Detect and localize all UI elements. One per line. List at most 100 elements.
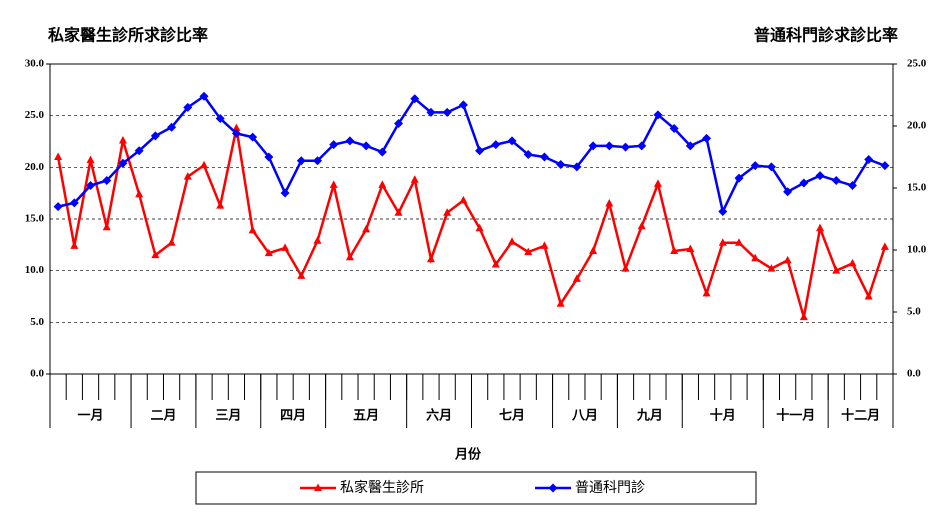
point <box>799 178 809 188</box>
point <box>410 94 420 104</box>
y-tick-label: 15.0 <box>25 213 45 225</box>
point <box>329 180 338 188</box>
point <box>102 176 112 186</box>
point <box>167 122 177 132</box>
point <box>150 131 160 141</box>
x-group-label: 十二月 <box>841 408 880 424</box>
point <box>167 238 176 246</box>
x-group-label: 五月 <box>353 409 379 424</box>
point <box>816 223 825 232</box>
point <box>669 123 679 133</box>
point <box>69 198 79 208</box>
y2-tick-label: 20.0 <box>907 120 927 132</box>
y-tick-label: 0.0 <box>30 368 44 380</box>
point <box>750 161 760 171</box>
point <box>329 140 339 150</box>
point <box>183 172 192 180</box>
point <box>394 119 404 129</box>
point <box>102 222 111 231</box>
y-tick-label: 30.0 <box>25 58 45 70</box>
point <box>231 128 241 138</box>
point <box>718 238 727 246</box>
point <box>86 155 95 164</box>
point <box>540 241 549 249</box>
point <box>410 175 419 183</box>
point <box>605 199 614 207</box>
point <box>264 152 274 162</box>
point <box>831 176 841 186</box>
y2-tick-label: 10.0 <box>907 244 927 256</box>
point <box>864 154 874 164</box>
point <box>459 195 468 204</box>
point <box>135 189 144 198</box>
point <box>734 238 743 246</box>
y2-tick-label: 0.0 <box>907 368 921 380</box>
point <box>491 140 501 150</box>
x-group-label: 七月 <box>499 409 525 424</box>
point <box>767 264 776 272</box>
point <box>199 91 209 101</box>
point <box>442 107 452 117</box>
y2-tick-label: 25.0 <box>907 58 927 70</box>
x-group-label: 九月 <box>636 409 663 424</box>
y-tick-label: 5.0 <box>30 316 44 328</box>
point <box>377 147 387 157</box>
point <box>86 181 96 191</box>
point <box>783 187 793 197</box>
point <box>556 299 565 307</box>
point <box>702 288 711 297</box>
point <box>572 274 581 282</box>
point <box>281 243 290 251</box>
point <box>799 312 808 321</box>
point <box>475 146 485 156</box>
point <box>548 483 558 493</box>
point <box>297 271 306 279</box>
point <box>426 254 435 263</box>
point <box>588 141 598 151</box>
point <box>362 224 371 233</box>
point <box>216 201 225 209</box>
point <box>54 152 63 160</box>
point <box>621 264 630 272</box>
point <box>394 208 403 216</box>
point <box>491 259 500 268</box>
point <box>783 255 792 264</box>
point <box>815 171 825 181</box>
x-group-label: 八月 <box>571 409 598 424</box>
point <box>118 158 128 168</box>
x-group-label: 六月 <box>426 408 452 424</box>
legend-label: 普通科門診 <box>575 480 645 496</box>
point <box>766 162 776 172</box>
point <box>248 225 257 234</box>
point <box>507 136 517 146</box>
y-tick-label: 10.0 <box>25 264 45 276</box>
point <box>848 258 857 267</box>
point <box>864 292 873 300</box>
point <box>524 247 533 256</box>
point <box>734 173 744 183</box>
point <box>508 237 517 245</box>
point <box>637 141 647 151</box>
point <box>670 246 679 255</box>
legend-box <box>195 471 757 505</box>
point <box>312 156 322 166</box>
point <box>702 133 712 143</box>
point <box>134 146 144 156</box>
point <box>751 253 760 262</box>
point <box>880 161 890 171</box>
point <box>653 110 663 120</box>
point <box>443 208 452 216</box>
point <box>345 136 355 146</box>
point <box>361 141 371 151</box>
x-group-label: 十月 <box>710 408 736 424</box>
x-axis-label: 月份 <box>454 447 482 463</box>
point <box>458 100 468 110</box>
point <box>523 150 533 160</box>
x-group-label: 十一月 <box>776 408 815 424</box>
point <box>539 152 549 162</box>
point <box>314 483 322 491</box>
point <box>248 132 258 142</box>
point <box>832 266 841 274</box>
legend-label: 私家醫生診所 <box>340 479 424 496</box>
